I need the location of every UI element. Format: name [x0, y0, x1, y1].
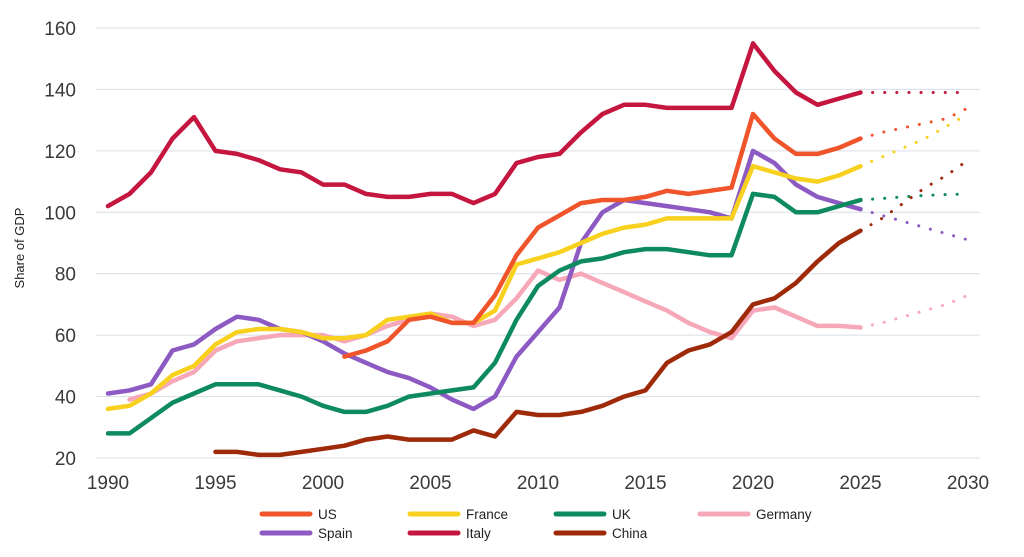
projection-line-us [859, 106, 970, 141]
y-tick-label: 160 [44, 19, 76, 40]
legend-item-spain: Spain [259, 526, 353, 541]
gridlines [96, 27, 980, 459]
legend-label: Italy [466, 526, 491, 541]
x-tick-label: 1990 [87, 473, 129, 494]
legend-label: Spain [318, 526, 353, 541]
x-tick-label: 2015 [624, 473, 666, 494]
y-axis-title: Share of GDP [12, 208, 27, 289]
y-tick-label: 140 [44, 80, 76, 101]
x-tick-labels: 1990 1995 2000 2005 2010 2015 2020 2025 2030 [87, 473, 989, 494]
y-tick-label: 80 [55, 265, 76, 286]
legend-label: US [318, 507, 337, 522]
x-tick-label: 2030 [947, 473, 989, 494]
x-tick-label: 2010 [517, 473, 559, 494]
y-tick-label: 100 [44, 203, 76, 224]
projection-line-china [859, 158, 970, 233]
legend-label: UK [612, 507, 631, 522]
projection-dots [859, 91, 970, 329]
y-tick-labels: 20 40 60 80 100 120 140 160 [44, 19, 76, 470]
series-line-spain [105, 148, 863, 412]
legend-item-germany: Germany [697, 507, 812, 522]
series-line-us [342, 111, 863, 359]
projection-line-france [859, 112, 970, 168]
y-tick-label: 20 [55, 449, 76, 470]
legend-item-us: US [259, 507, 337, 522]
y-tick-label: 60 [55, 326, 76, 347]
legend-label: France [466, 507, 508, 522]
series-line-china [213, 228, 863, 458]
projection-line-uk [859, 192, 970, 202]
x-tick-label: 2025 [839, 473, 881, 494]
series-line-uk [105, 191, 863, 436]
legend-item-italy: Italy [407, 526, 491, 541]
legend-label: Germany [756, 507, 812, 522]
legend-label: China [612, 526, 648, 541]
legend-item-france: France [407, 507, 508, 522]
legend-item-uk: UK [553, 507, 631, 522]
projection-line-germany [859, 293, 970, 329]
y-tick-label: 120 [44, 142, 76, 163]
projection-line-spain [859, 207, 970, 242]
x-tick-label: 2020 [732, 473, 774, 494]
series-line-germany [127, 268, 863, 402]
series-line-france [105, 163, 863, 412]
x-tick-label: 2000 [302, 473, 344, 494]
series-lines [105, 41, 863, 458]
y-tick-label: 40 [55, 388, 76, 409]
x-tick-label: 2005 [409, 473, 451, 494]
series-line-italy [105, 41, 863, 209]
legend: US France UK Germany Spain Italy China [259, 507, 812, 541]
legend-item-china: China [553, 526, 648, 541]
x-tick-label: 1995 [194, 473, 236, 494]
